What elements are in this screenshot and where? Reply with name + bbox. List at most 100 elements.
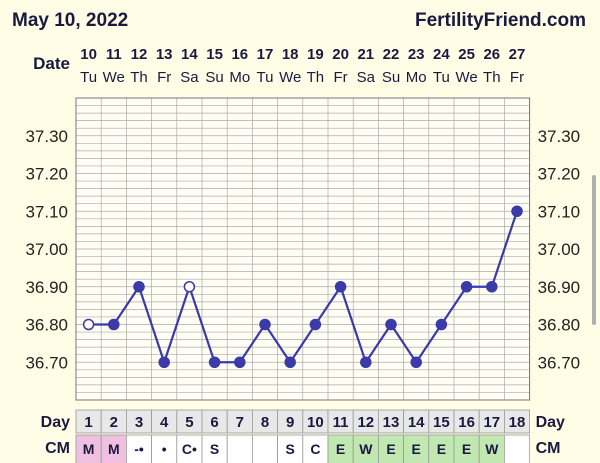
date-label: 17 — [257, 46, 274, 63]
y-tick-label-right: 37.20 — [538, 165, 581, 184]
temperature-point — [511, 205, 523, 217]
weekday-label: We — [455, 69, 477, 86]
day-number: 16 — [458, 414, 475, 431]
weekday-label: Su — [382, 69, 400, 86]
date-label: 24 — [433, 46, 450, 63]
weekday-label: Th — [483, 69, 501, 86]
day-number: 10 — [307, 414, 324, 431]
temperature-point — [259, 318, 271, 331]
cm-value: S — [210, 441, 219, 457]
date-label: 27 — [509, 46, 526, 63]
weekday-label: Fr — [510, 69, 524, 86]
day-number: 9 — [286, 414, 294, 431]
date-label: 19 — [307, 46, 324, 63]
cm-value: W — [359, 441, 373, 457]
cm-cell — [453, 434, 480, 463]
day-number: 15 — [433, 414, 450, 431]
date-row-label: Date — [33, 54, 70, 73]
date-label: 16 — [231, 46, 248, 63]
day-number: 14 — [408, 414, 425, 431]
day-number: 6 — [210, 414, 218, 431]
weekday-label: We — [103, 69, 125, 86]
weekday-label: Mo — [229, 69, 250, 86]
temperature-point — [486, 281, 498, 293]
y-tick-label-right: 37.30 — [538, 127, 581, 146]
day-number: 12 — [357, 414, 374, 431]
day-cell — [503, 409, 530, 434]
day-row-label: Day — [41, 414, 70, 431]
temperature-point — [108, 318, 120, 331]
temperature-point — [208, 356, 221, 368]
cm-cell — [277, 434, 304, 463]
temperature-point — [234, 356, 246, 368]
date-label: 10 — [80, 46, 97, 63]
day-number: 17 — [483, 414, 500, 431]
day-number: 3 — [135, 414, 143, 431]
weekday-label: Tu — [80, 69, 97, 86]
date-label: 11 — [106, 46, 122, 63]
day-number: 18 — [509, 414, 526, 431]
temperature-point — [385, 318, 397, 331]
cm-value: C — [310, 441, 320, 457]
y-tick-label-left: 36.70 — [25, 353, 68, 372]
day-number: 8 — [261, 414, 269, 431]
weekday-label: Sa — [357, 69, 376, 86]
scrollbar-thumb[interactable] — [592, 175, 596, 325]
weekday-label: Th — [307, 69, 325, 86]
y-tick-label-left: 37.10 — [25, 202, 68, 221]
cm-cell — [503, 434, 530, 463]
temperature-point — [284, 356, 296, 368]
site-name: FertilityFriend.com — [414, 10, 586, 31]
y-tick-label-left: 37.30 — [25, 127, 68, 146]
day-number: 4 — [160, 414, 169, 431]
y-tick-label-left: 36.90 — [25, 278, 68, 297]
date-label: 22 — [383, 46, 400, 63]
date-label: 23 — [408, 46, 425, 63]
cm-value: C• — [182, 441, 197, 457]
weekday-label: Tu — [433, 69, 450, 86]
day-number: 5 — [185, 414, 193, 431]
day-number: 13 — [383, 414, 400, 431]
date-label: 20 — [332, 46, 349, 63]
cm-value: W — [485, 441, 499, 457]
cm-cell — [126, 434, 153, 463]
weekday-label: Tu — [257, 69, 274, 86]
day-row-label-right: Day — [536, 414, 565, 431]
cm-cell — [327, 434, 354, 463]
cm-value: E — [336, 441, 345, 457]
weekday-label: Sa — [180, 69, 199, 86]
y-tick-label-right: 36.70 — [538, 353, 581, 372]
day-number: 1 — [84, 414, 92, 431]
chart-date: May 10, 2022 — [12, 10, 129, 31]
cm-value: • — [162, 441, 167, 457]
weekday-label: Fr — [334, 69, 348, 86]
y-tick-label-left: 36.80 — [25, 316, 68, 335]
temperature-point — [360, 356, 372, 368]
y-tick-label-right: 36.90 — [538, 278, 581, 297]
date-label: 21 — [357, 46, 374, 63]
weekday-label: Fr — [157, 69, 171, 86]
date-label: 25 — [458, 46, 475, 63]
date-label: 12 — [131, 46, 148, 63]
y-tick-label-right: 37.00 — [538, 240, 581, 259]
date-label: 18 — [282, 46, 299, 63]
cm-value: E — [462, 441, 471, 457]
date-label: 15 — [206, 46, 223, 63]
cm-cell — [352, 434, 379, 463]
plot-border — [75, 97, 531, 401]
cm-row-label: CM — [45, 440, 70, 457]
temperature-point — [133, 281, 145, 293]
cm-value: E — [437, 441, 446, 457]
temperature-point — [334, 281, 347, 293]
cm-value: M — [108, 441, 120, 457]
y-tick-label-left: 37.20 — [25, 165, 68, 184]
date-label: 13 — [156, 46, 173, 63]
cm-cell — [478, 434, 505, 463]
temperature-point — [309, 318, 322, 331]
temperature-point — [460, 281, 473, 293]
temperature-point — [435, 318, 448, 331]
date-label: 14 — [181, 46, 198, 63]
cm-value: -• — [134, 441, 144, 457]
y-tick-label-left: 37.00 — [25, 240, 68, 259]
